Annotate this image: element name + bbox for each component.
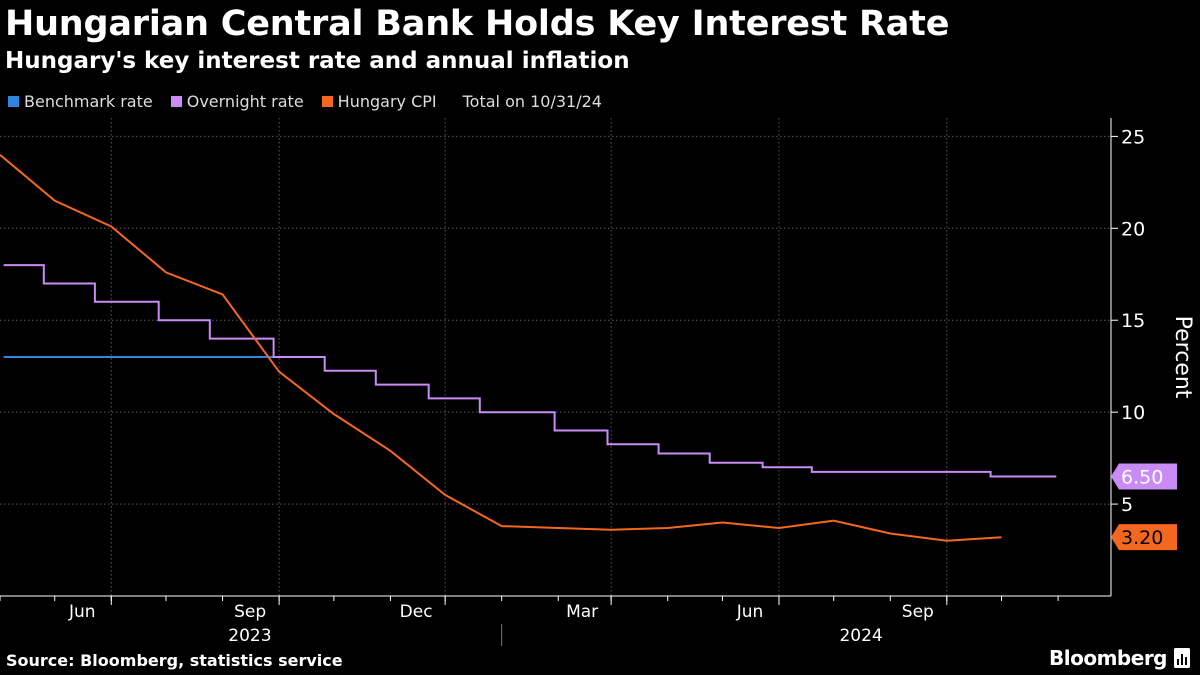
legend-swatch-benchmark-rate [8,95,19,107]
y-tick-label: 25 [1121,126,1145,148]
y-tick-label: 5 [1121,494,1133,516]
y-tick-label: 10 [1121,402,1145,424]
last-value-label: 3.20 [1121,527,1163,549]
legend: Benchmark rate Overnight rate Hungary CP… [8,90,602,112]
x-tick-label: Sep [902,602,934,622]
axes: 5 10 15 20 25 Jun Sep Dec Mar Jun Sep 2023 2024 Perce… [0,118,1195,646]
x-tick-label: Jun [68,602,96,622]
year-label: 2024 [839,626,882,646]
legend-note: Total on 10/31/24 [462,91,602,111]
chart-title: Hungarian Central Bank Holds Key Interes… [5,4,950,44]
x-tick-label: Dec [400,602,433,622]
legend-swatch-hungary-cpi [321,95,333,107]
series-line-hungary-cpi [0,154,1002,542]
x-tick-label: Sep [234,602,266,622]
x-tick-label: Mar [566,602,598,622]
x-tick-label: Jun [736,602,764,622]
last-value-tag-bg [1111,524,1177,551]
brand-logo: Bloomberg [1049,646,1190,670]
chart-subtitle: Hungary's key interest rate and annual i… [5,48,630,74]
last-value-tag-overnight-rate: 6.50 [1111,463,1177,490]
y-axis-title: Percent [1170,316,1195,399]
series-lines [0,154,1057,542]
last-value-tag-bg [1111,463,1177,490]
year-label: 2023 [228,626,271,646]
value-labels: 6.50 3.20 [1111,463,1177,551]
legend-swatch-overnight-rate [170,95,182,107]
legend-label-overnight-rate: Overnight rate [186,91,304,111]
legend-label-benchmark-rate: Benchmark rate [24,91,153,111]
legend-label-hungary-cpi: Hungary CPI [337,91,437,111]
legend-item-overnight-rate: Overnight rate [170,91,304,111]
series-line-overnight-rate [3,264,1057,478]
legend-item-hungary-cpi: Hungary CPI [321,91,437,111]
y-tick-label: 15 [1121,310,1145,332]
brand-name: Bloomberg [1049,646,1167,670]
bloomberg-terminal-icon [1174,648,1190,668]
source-note: Source: Bloomberg, statistics service [6,651,343,670]
y-tick-label: 20 [1121,218,1145,240]
legend-item-benchmark-rate: Benchmark rate [8,92,153,111]
last-value-label: 6.50 [1121,467,1163,489]
last-value-tag-hungary-cpi: 3.20 [1111,524,1177,551]
